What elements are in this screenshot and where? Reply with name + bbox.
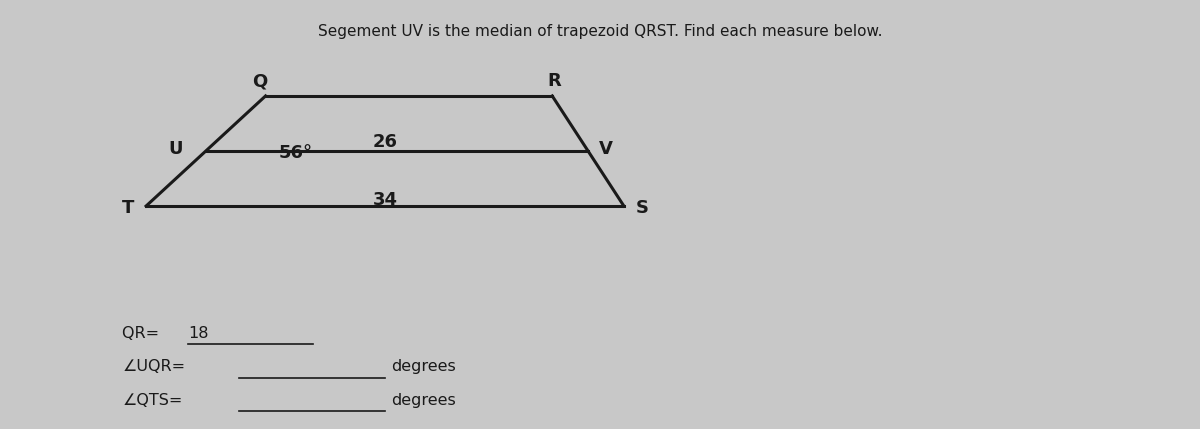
Text: S: S xyxy=(635,199,648,217)
Text: 34: 34 xyxy=(372,190,397,208)
Text: R: R xyxy=(547,72,562,90)
Text: T: T xyxy=(122,199,134,217)
Text: degrees: degrees xyxy=(391,360,456,375)
Text: V: V xyxy=(599,140,613,158)
Text: QR=: QR= xyxy=(122,326,164,341)
Text: ∠QTS=: ∠QTS= xyxy=(122,393,182,408)
Text: 26: 26 xyxy=(372,133,397,151)
Text: ∠UQR=: ∠UQR= xyxy=(122,360,185,375)
Text: Q: Q xyxy=(252,72,268,90)
Text: degrees: degrees xyxy=(391,393,456,408)
Text: 56°: 56° xyxy=(278,144,312,162)
Text: U: U xyxy=(169,140,184,158)
Text: Segement UV is the median of trapezoid QRST. Find each measure below.: Segement UV is the median of trapezoid Q… xyxy=(318,24,882,39)
Text: 18: 18 xyxy=(188,326,209,341)
